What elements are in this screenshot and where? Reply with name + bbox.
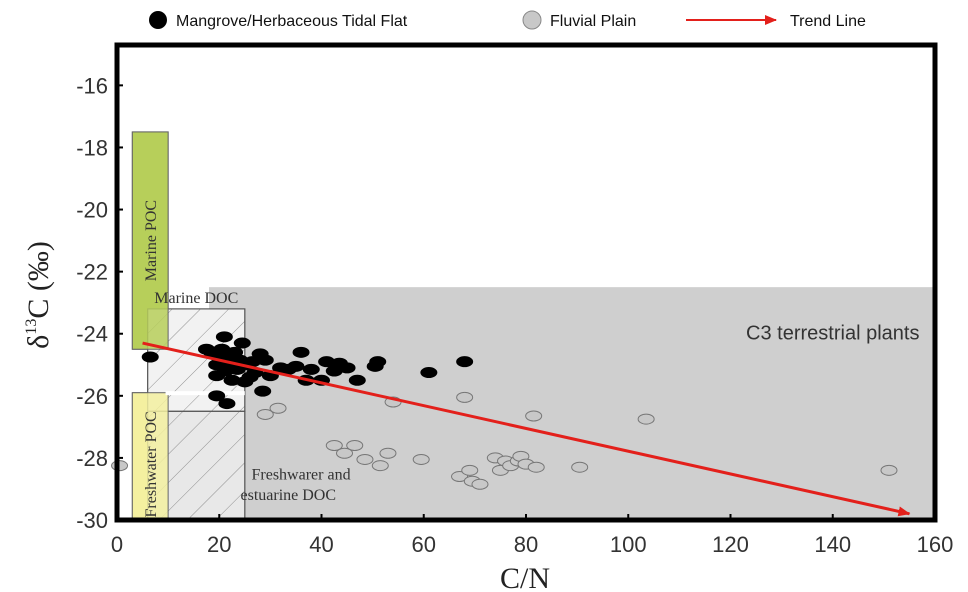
fluvial-point-1: [256, 408, 274, 420]
mangrove-point-41: [208, 390, 226, 402]
label-estuarine-doc-1: Freshwarer and: [252, 467, 351, 484]
fluvial-point-12: [456, 391, 474, 403]
fluvial-point-0: [111, 460, 129, 472]
y-tick-label-4: -24: [76, 322, 108, 347]
legend-mangrove-marker: [149, 11, 167, 29]
mangrove-point-40: [456, 356, 474, 368]
fluvial-point-26: [637, 413, 655, 425]
x-tick-label-5: 100: [610, 532, 647, 557]
fluvial-point-6: [356, 453, 374, 465]
fluvial-point-4: [336, 447, 354, 459]
x-tick-label-8: 160: [917, 532, 954, 557]
y-tick-label-5: -26: [76, 384, 108, 409]
mangrove-point-22: [254, 385, 272, 397]
fluvial-point-27: [880, 464, 898, 476]
fluvial-point-24: [527, 461, 545, 473]
y-tick-label-0: -16: [76, 73, 108, 98]
fluvial-point-3: [325, 439, 343, 451]
fluvial-point-2: [269, 402, 287, 414]
y-tick-label-2: -20: [76, 198, 108, 223]
x-tick-label-3: 60: [412, 532, 436, 557]
label-estuarine-doc-2: estuarine DOC: [241, 487, 337, 504]
mangrove-point-30: [302, 363, 320, 375]
region-labels: Marine POC Marine DOC C3 terrestrial plant…: [143, 200, 919, 518]
mangrove-point-7: [215, 331, 233, 343]
x-axis-title: C/N: [500, 562, 550, 592]
label-marine-poc: Marine POC: [143, 200, 160, 281]
fluvial-point-23: [525, 410, 543, 422]
y-tick-label-7: -30: [76, 508, 108, 533]
mangrove-point-0: [141, 351, 159, 363]
data-points: [111, 331, 898, 490]
y-tick-label-6: -28: [76, 446, 108, 471]
regions: [131, 131, 935, 521]
y-axis-ticks: -16 -18 -20 -22 -24 -26 -28 -30: [76, 73, 123, 533]
x-tick-label-6: 120: [712, 532, 749, 557]
y-axis-title-rest: C (‰): [22, 241, 55, 319]
y-tick-label-1: -18: [76, 135, 108, 160]
y-axis-title: δ13C (‰): [22, 241, 55, 349]
region-fill-3: [131, 392, 169, 521]
x-tick-label-2: 40: [309, 532, 333, 557]
x-axis-ticks: 0 20 40 60 80 100 120 140 160: [111, 514, 953, 557]
legend: Mangrove/Herbaceous Tidal Flat Fluvial P…: [149, 10, 866, 30]
label-freshwater-poc: Freshwater POC: [143, 411, 160, 517]
region-fill-0: [131, 131, 169, 350]
y-tick-label-3: -22: [76, 260, 108, 285]
fluvial-point-15: [471, 478, 489, 490]
mangrove-point-27: [287, 360, 305, 372]
fluvial-point-7: [371, 460, 389, 472]
legend-fluvial-label: Fluvial Plain: [550, 13, 636, 30]
fluvial-point-13: [461, 464, 479, 476]
fluvial-point-10: [412, 453, 430, 465]
mangrove-point-39: [420, 367, 438, 379]
x-tick-label-4: 80: [514, 532, 538, 557]
legend-mangrove-label: Mangrove/Herbaceous Tidal Flat: [176, 13, 408, 30]
mangrove-point-35: [338, 362, 356, 374]
mangrove-point-36: [348, 374, 366, 386]
legend-trend-line-label: Trend Line: [790, 13, 866, 30]
x-tick-label-0: 0: [111, 532, 123, 557]
mangrove-point-42: [218, 398, 236, 410]
x-tick-label-1: 20: [207, 532, 231, 557]
label-marine-doc: Marine DOC: [154, 290, 238, 307]
label-c3-plants: C3 terrestrial plants: [746, 323, 919, 345]
region-box-2: [209, 287, 935, 520]
fluvial-point-25: [571, 461, 589, 473]
x-tick-label-7: 140: [814, 532, 851, 557]
region-gap: [165, 391, 245, 396]
fluvial-point-8: [379, 447, 397, 459]
mangrove-point-28: [292, 346, 310, 358]
trend-line: [142, 341, 911, 517]
y-axis-title-main: δ: [22, 335, 55, 349]
mangrove-point-38: [369, 356, 387, 368]
y-axis-title-sup: 13: [23, 319, 40, 335]
legend-fluvial-marker: [522, 10, 542, 30]
fluvial-point-5: [346, 439, 364, 451]
mangrove-point-23: [256, 354, 274, 366]
mangrove-point-15: [233, 337, 251, 349]
region-2: [209, 287, 935, 520]
